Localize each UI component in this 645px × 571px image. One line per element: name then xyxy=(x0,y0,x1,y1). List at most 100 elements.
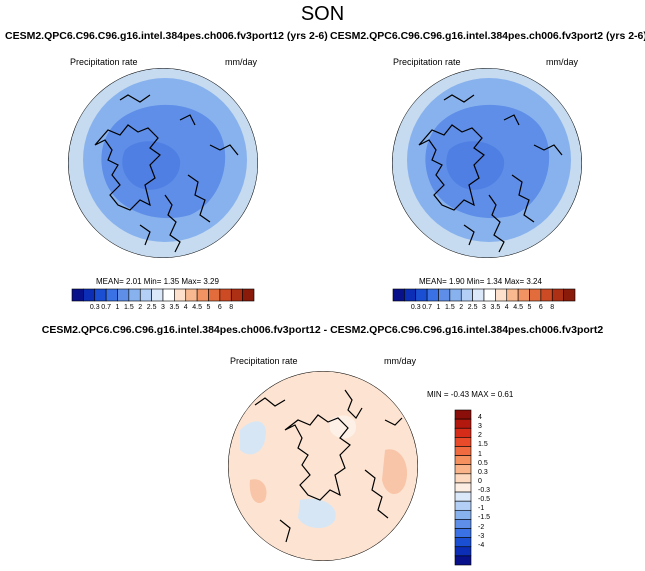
panel-2-colorbar-box-14 xyxy=(551,288,564,302)
panel-2-colorbar-tick-label: 1 xyxy=(436,304,441,311)
panel-1-colorbar xyxy=(71,288,255,302)
panel-1-colorbar-tick-label: 8 xyxy=(229,304,234,311)
panel-1-colorbar-box-5 xyxy=(128,288,141,302)
panel-2-colorbar-box-8 xyxy=(483,288,496,302)
panel-1-colorbar-box-15 xyxy=(242,288,255,302)
panel-2-colorbar-box-1 xyxy=(404,288,417,302)
diff-colorbar-box-8 xyxy=(454,482,472,493)
panel-2-colorbar-box-15 xyxy=(563,288,576,302)
panel-2-colorbar-tick-label: 4.5 xyxy=(513,304,523,311)
panel-2-colorbar-tick-label: 4 xyxy=(504,304,509,311)
panel-2-stats: MEAN= 1.90 Min= 1.34 Max= 3.24 xyxy=(419,277,542,286)
diff-colorbar-box-4 xyxy=(454,446,472,456)
panel-1-colorbar-tick-label: 4.5 xyxy=(192,304,202,311)
panel-1-colorbar-box-6 xyxy=(139,288,152,302)
diff-positive-area-1 xyxy=(382,449,408,495)
panel-1-colorbar-box-13 xyxy=(219,288,232,302)
diff-colorbar-box-10 xyxy=(454,500,472,511)
panel-1-colorbar-tick-label: 3.5 xyxy=(169,304,180,311)
diff-colorbar-box-9 xyxy=(454,491,472,502)
panel-1-colorbar-box-2 xyxy=(94,288,107,302)
panel-1-colorbar-box-12 xyxy=(208,288,221,302)
panel-2-colorbar-tick-label: 8 xyxy=(550,304,555,311)
diff-colorbar-box-12 xyxy=(454,519,472,529)
diff-title: CESM2.QPC6.C96.C96.g16.intel.384pes.ch00… xyxy=(41,324,604,336)
panel-1-colorbar-box-11 xyxy=(196,288,209,302)
panel-1-colorbar-tick-label: 3 xyxy=(161,304,165,311)
panel-1-colorbar-box-8 xyxy=(162,288,175,302)
diff-colorbar-box-5 xyxy=(454,455,472,466)
panel-1-colorbar-box-4 xyxy=(117,288,130,302)
panel-2-colorbar-box-4 xyxy=(438,288,451,302)
diff-stats: MIN = -0.43 MAX = 0.61 xyxy=(427,390,514,399)
diff-colorbar-box-0 xyxy=(454,409,472,420)
diff-colorbar-tick-label: -1 xyxy=(478,505,485,513)
diff-units: mm/day xyxy=(384,356,417,366)
panel-1-colorbar-box-1 xyxy=(83,288,96,302)
panel-1-coastlines xyxy=(94,94,239,253)
panel-2-colorbar-tick-label: 0.3 xyxy=(410,304,421,311)
panel-1-colorbar-tick-label: 6 xyxy=(217,304,222,311)
diff-background xyxy=(228,371,418,561)
diff-colorbar-box-14 xyxy=(454,537,472,548)
panel-1-colorbar-tick-label: 4 xyxy=(183,304,188,311)
diff-colorbar-box-16 xyxy=(454,555,472,566)
diff-colorbar-tick-label: -0.3 xyxy=(478,487,491,495)
panel-1-colorbar-box-3 xyxy=(105,288,118,302)
panel-1-colorbar-box-9 xyxy=(174,288,187,302)
diff-colorbar-box-15 xyxy=(454,546,472,557)
panel-2-colorbar-tick-label: 2 xyxy=(459,304,464,311)
panel-1-stats: MEAN= 2.01 Min= 1.35 Max= 3.29 xyxy=(96,277,219,286)
panel-2-colorbar-tick-label: 2.5 xyxy=(467,304,478,311)
diff-colorbar xyxy=(454,409,472,566)
panel-1-colorbar-tick-label: 5 xyxy=(206,304,211,311)
diff-colorbar-tick-label: 0.3 xyxy=(478,468,488,476)
panel-2-colorbar-tick-label: 3 xyxy=(482,304,486,311)
panel-1-colorbar-tick-label: 0.3 xyxy=(89,304,100,311)
diff-colorbar-tick-label: -2 xyxy=(478,523,485,531)
panel-2-colorbar-box-7 xyxy=(472,288,485,302)
diff-colorbar-box-6 xyxy=(454,464,472,475)
panel-1-colorbar-box-7 xyxy=(151,288,164,302)
panel-1-title: CESM2.QPC6.C96.C96.g16.intel.384pes.ch00… xyxy=(5,30,328,42)
diff-colorbar-box-1 xyxy=(454,418,472,429)
panel-2-colorbar-box-6 xyxy=(460,288,473,302)
panel-1-arctic-core xyxy=(122,141,181,190)
panel-1-colorbar-tick-label: 2.5 xyxy=(146,304,157,311)
diff-colorbar-tick-label: -4 xyxy=(478,541,485,549)
panel-2-colorbar-box-13 xyxy=(540,288,553,302)
diff-negative-area-2 xyxy=(298,498,336,529)
figure-title: SON xyxy=(300,3,345,25)
diff-colorbar-box-11 xyxy=(454,509,472,520)
diff-colorbar-box-13 xyxy=(454,528,472,538)
panel-1-units: mm/day xyxy=(225,57,258,67)
diff-coastlines xyxy=(254,389,403,543)
panel-1-colorbar-box-10 xyxy=(185,288,198,302)
diff-colorbar-box-2 xyxy=(454,427,472,438)
panel-1-colorbar-tick-label: 2 xyxy=(138,304,143,311)
panel-2-units: mm/day xyxy=(546,57,579,67)
panel-2-colorbar-box-0 xyxy=(392,288,405,302)
panel-1-map xyxy=(68,68,258,258)
diff-colorbar-tick-label: 1 xyxy=(478,450,482,458)
panel-1-colorbar-tick-label: 1.5 xyxy=(124,304,134,311)
panel-2-colorbar-box-5 xyxy=(449,288,462,302)
panel-2-colorbar-box-3 xyxy=(426,288,439,302)
diff-colorbar-tick-label: 3 xyxy=(478,423,482,431)
diff-positive-area-2 xyxy=(249,479,267,504)
diff-colorbar-tick-label: 2 xyxy=(478,432,482,440)
panel-2-colorbar xyxy=(392,288,576,302)
diff-negative-area-1 xyxy=(240,421,266,455)
panel-2-coastlines xyxy=(418,94,563,253)
panel-2-colorbar-box-10 xyxy=(506,288,519,302)
panel-2-colorbar-box-12 xyxy=(529,288,542,302)
panel-1-colorbar-box-14 xyxy=(230,288,243,302)
diff-colorbar-box-3 xyxy=(454,437,472,447)
panel-2-colorbar-tick-label: 1.5 xyxy=(445,304,455,311)
diff-pale-area xyxy=(330,415,356,439)
diff-map xyxy=(228,371,418,561)
panel-2-colorbar-box-9 xyxy=(495,288,508,302)
panel-2-colorbar-tick-label: 6 xyxy=(538,304,543,311)
diff-colorbar-tick-label: -1.5 xyxy=(478,514,491,522)
